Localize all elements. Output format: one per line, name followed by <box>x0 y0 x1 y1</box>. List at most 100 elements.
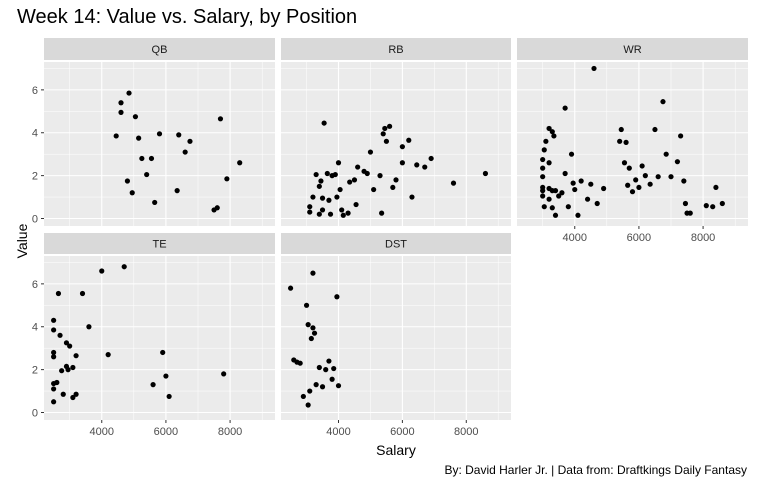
data-point <box>393 177 399 183</box>
data-point <box>552 212 559 218</box>
data-point <box>324 170 330 177</box>
data-point <box>297 360 303 366</box>
data-point <box>390 184 396 191</box>
x-tick-label: 4000 <box>326 426 350 438</box>
data-point <box>51 317 57 323</box>
data-point <box>150 382 156 388</box>
data-point <box>287 285 294 291</box>
data-point <box>319 195 326 201</box>
data-point <box>118 109 124 115</box>
data-point <box>399 160 405 166</box>
data-point <box>332 171 338 178</box>
x-tick-label: 6000 <box>154 426 178 438</box>
data-point <box>623 139 629 145</box>
data-point <box>313 171 319 178</box>
data-point <box>118 100 124 106</box>
data-point <box>113 133 119 139</box>
data-point <box>70 394 76 401</box>
y-tick-label: 0 <box>32 213 38 225</box>
data-point <box>377 173 383 179</box>
data-point <box>335 383 342 389</box>
data-point <box>176 132 182 138</box>
data-point <box>382 125 388 132</box>
data-point <box>546 196 552 202</box>
x-tick-label: 6000 <box>390 426 414 438</box>
data-point <box>570 180 576 186</box>
data-point <box>139 155 145 162</box>
data-point <box>323 367 329 373</box>
data-point <box>540 188 546 194</box>
data-point <box>562 105 568 111</box>
data-point <box>129 190 135 196</box>
data-point <box>319 207 326 213</box>
x-tick-label: 8000 <box>454 426 478 438</box>
facet-strip-label-te: TE <box>152 239 166 251</box>
data-point <box>371 186 377 193</box>
data-point <box>224 176 230 182</box>
data-point <box>166 393 172 400</box>
data-point <box>540 156 546 163</box>
data-point <box>160 349 166 356</box>
data-point <box>67 343 73 349</box>
data-point <box>51 349 57 356</box>
x-tick-label: 4000 <box>563 232 587 244</box>
data-point <box>713 184 719 191</box>
y-tick-label: 6 <box>32 85 38 97</box>
panel-background-wr <box>517 62 748 226</box>
data-point <box>572 186 578 193</box>
data-point <box>626 165 632 171</box>
data-point <box>331 365 337 372</box>
facet-strip-dst <box>281 233 511 254</box>
panel-background-rb <box>281 62 511 226</box>
data-point <box>308 335 314 342</box>
x-axis-title: Salary <box>376 442 416 458</box>
y-tick-label: 2 <box>32 365 38 377</box>
data-point <box>482 170 489 177</box>
data-point <box>540 174 546 180</box>
y-tick-label: 4 <box>32 322 38 334</box>
x-tick-label: 6000 <box>627 232 651 244</box>
data-point <box>337 186 343 193</box>
y-tick-label: 0 <box>32 407 38 419</box>
facet-strip-wr <box>517 38 748 60</box>
y-tick-label: 2 <box>32 171 38 183</box>
data-point <box>380 131 386 137</box>
facet-panel-te: TE 0 2 4 6 4000 6000 8000 <box>32 233 275 438</box>
data-point <box>316 211 322 217</box>
panels-layer: QB 0 2 4 6 RB WR 4000 6000 8000 TE 0 2 4 6 4000 6000 8000… <box>32 38 748 438</box>
data-point <box>642 173 648 179</box>
data-point <box>307 204 313 210</box>
data-point <box>639 163 645 169</box>
facet-strip-label-wr: WR <box>623 44 641 56</box>
facet-strip-qb <box>44 38 275 60</box>
data-point <box>57 332 63 338</box>
data-point <box>710 204 716 210</box>
data-point <box>647 181 653 187</box>
data-point <box>310 325 316 331</box>
data-point <box>55 290 62 297</box>
panel-background-dst <box>281 256 511 420</box>
data-point <box>351 177 358 183</box>
data-point <box>59 368 65 374</box>
data-point <box>543 138 549 144</box>
data-point <box>310 270 316 276</box>
panel-background-te <box>44 256 275 420</box>
data-point <box>549 205 555 211</box>
data-point <box>340 212 346 218</box>
y-tick-label: 4 <box>32 128 38 140</box>
data-point <box>334 294 340 300</box>
data-point <box>300 393 306 400</box>
data-point <box>618 126 624 133</box>
data-point <box>148 155 155 162</box>
data-point <box>310 194 316 200</box>
data-point <box>549 129 555 135</box>
data-point <box>559 190 565 196</box>
data-point <box>687 210 693 216</box>
data-point <box>594 200 600 207</box>
data-point <box>237 160 243 166</box>
data-point <box>450 180 457 186</box>
data-point <box>345 210 351 216</box>
data-point <box>339 207 345 213</box>
facet-panel-dst: DST 4000 6000 8000 <box>281 233 511 438</box>
data-point <box>311 330 318 336</box>
